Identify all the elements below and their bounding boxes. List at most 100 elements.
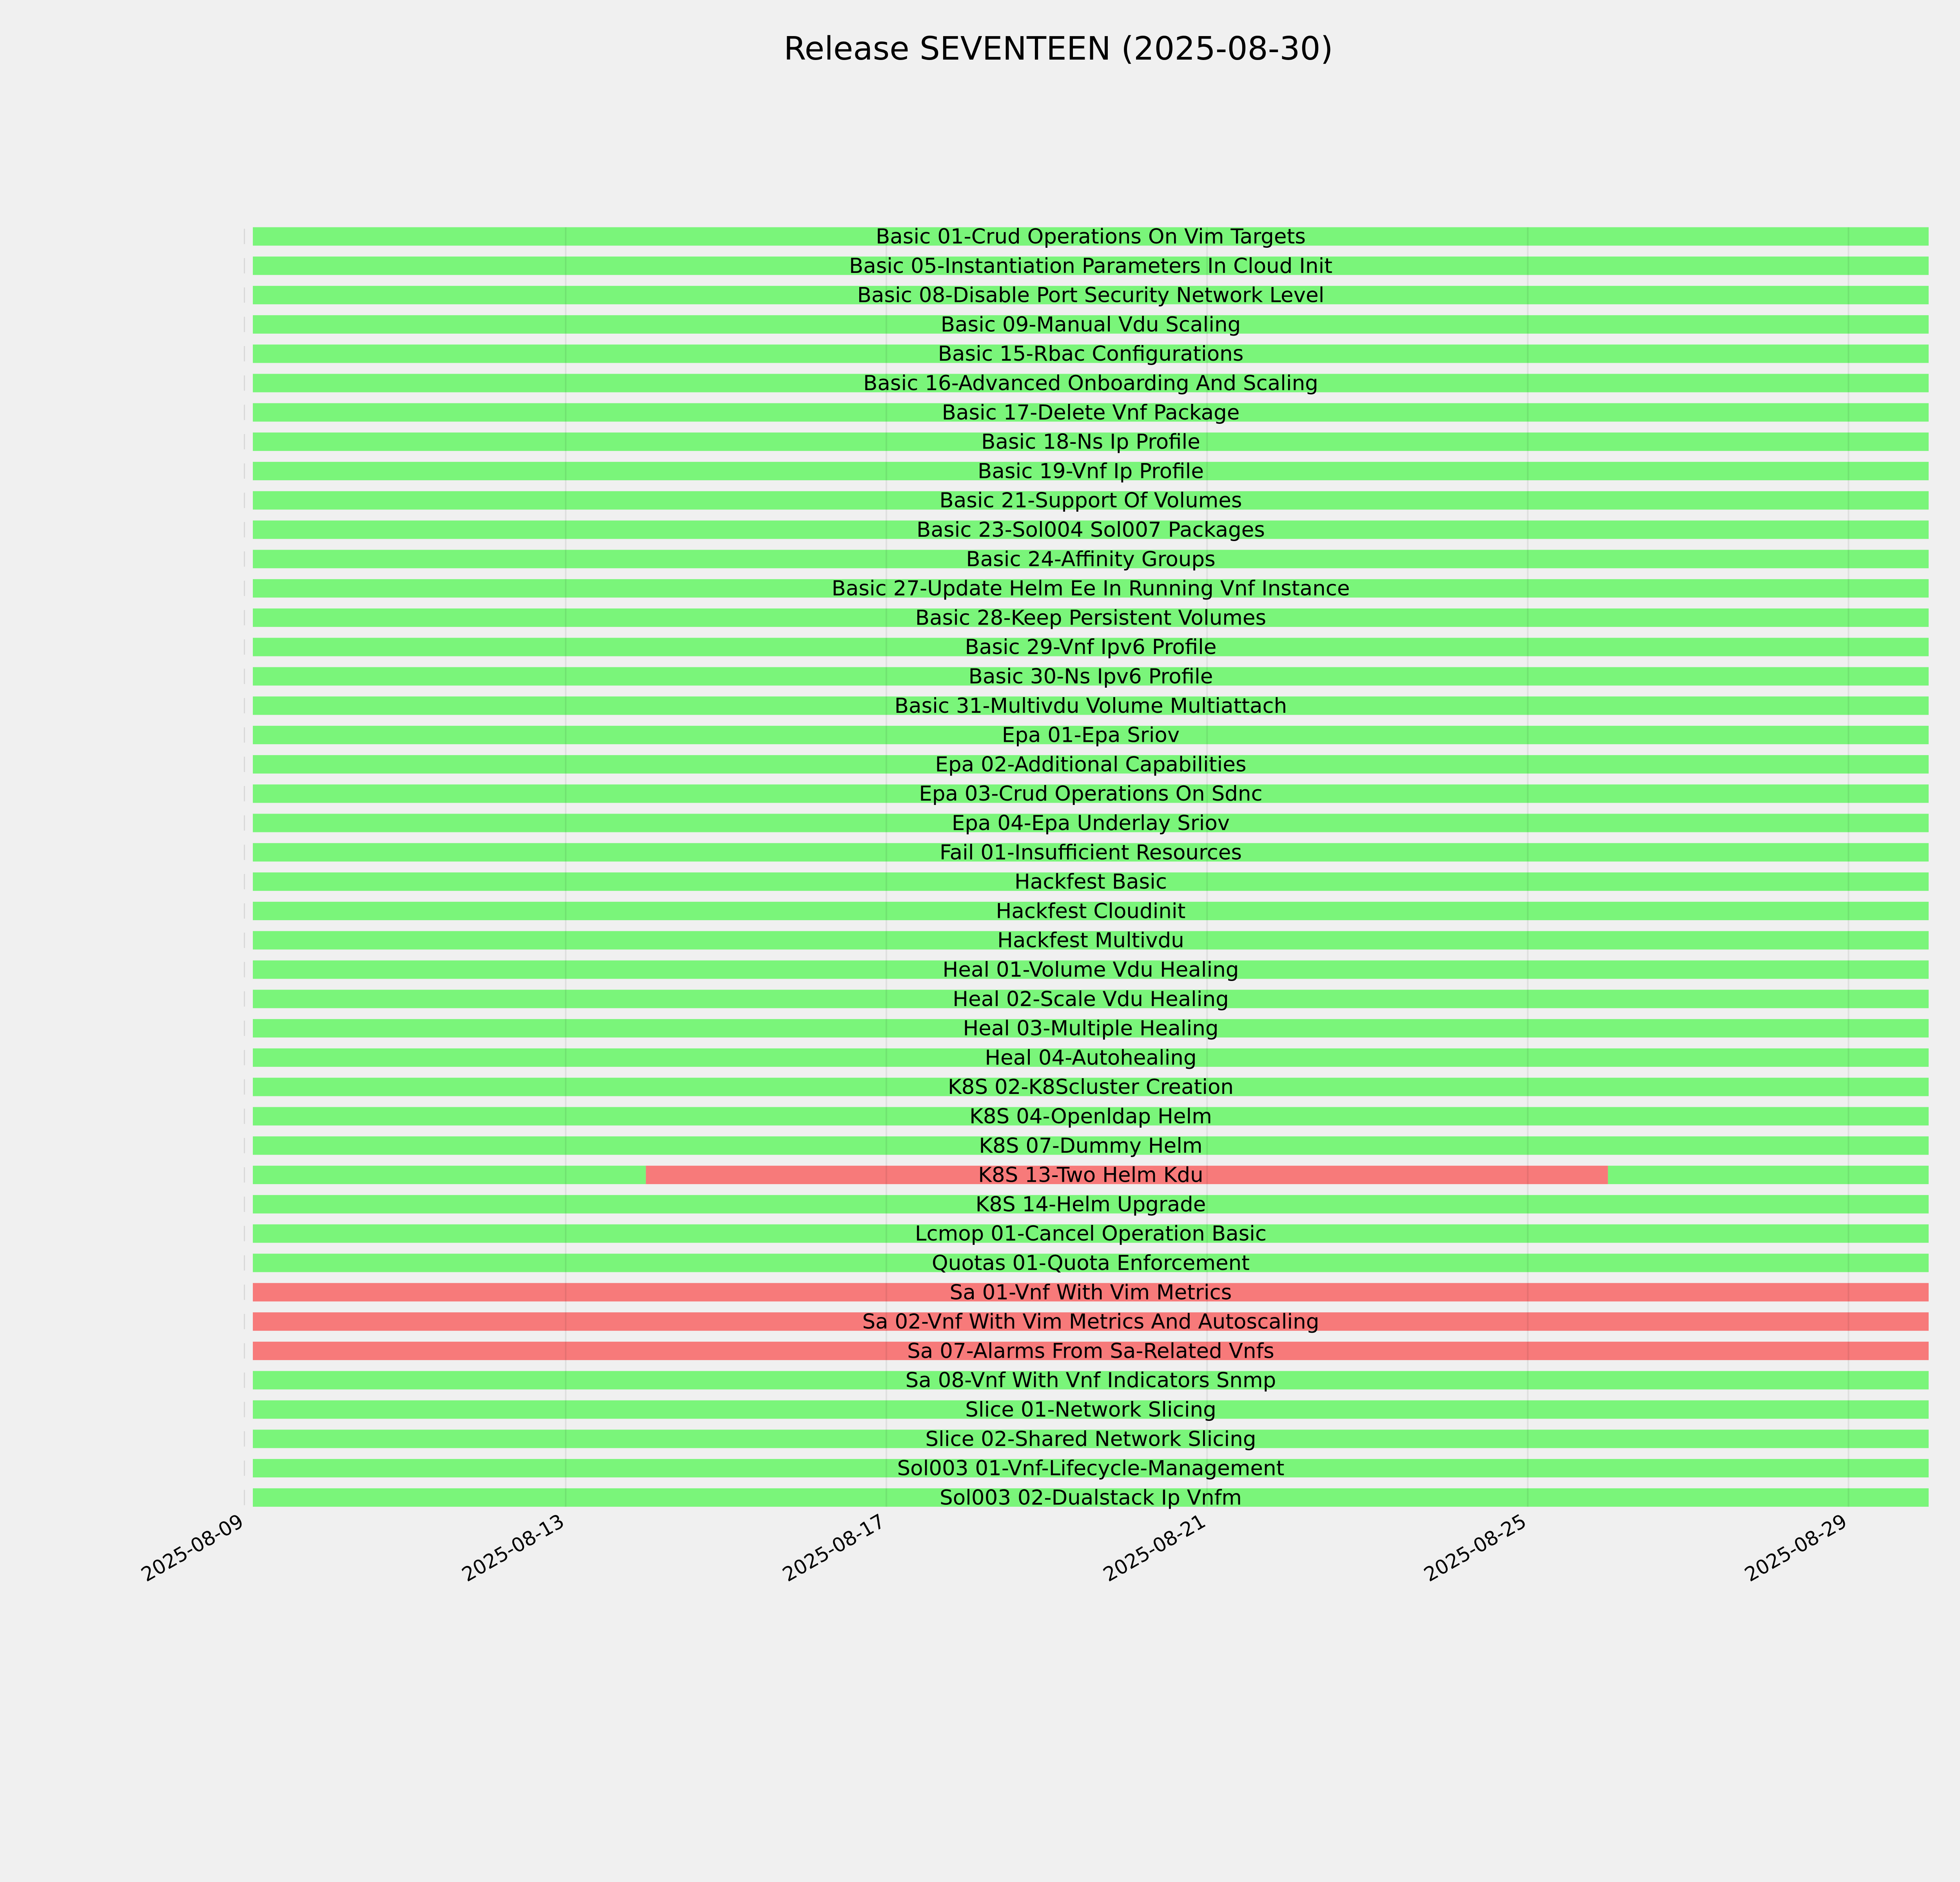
bar-label: Heal 04-Autohealing xyxy=(985,1046,1196,1070)
bar-label: K8S 04-Openldap Helm xyxy=(969,1104,1212,1128)
bar-label: Basic 18-Ns Ip Profile xyxy=(981,430,1200,454)
timeline-bar-pass xyxy=(253,1253,1929,1272)
timeline-bar-pass xyxy=(253,579,1929,598)
row-marker xyxy=(244,991,245,1007)
row-marker xyxy=(244,1343,245,1359)
row-marker xyxy=(244,1402,245,1417)
timeline-bar-pass xyxy=(253,374,1929,392)
x-tick-label: 2025-08-13 xyxy=(458,1510,568,1586)
bar-label: Epa 01-Epa Sriov xyxy=(1002,723,1180,747)
timeline-bar-pass xyxy=(253,901,1929,920)
bar-rows xyxy=(244,227,1929,1507)
bar-label: Basic 23-Sol004 Sol007 Packages xyxy=(916,518,1265,542)
bar-label: Sol003 02-Dualstack Ip Vnfm xyxy=(940,1486,1242,1510)
timeline-bar-pass xyxy=(253,872,1929,891)
bar-label: Basic 19-Vnf Ip Profile xyxy=(978,459,1204,483)
row-marker xyxy=(244,287,245,303)
bar-label: Fail 01-Insufficient Resources xyxy=(940,841,1242,865)
timeline-bar-fail xyxy=(646,1166,1608,1184)
timeline-bar-pass xyxy=(253,1019,1929,1038)
timeline-bar-pass xyxy=(253,1195,1929,1213)
row-marker xyxy=(244,1050,245,1065)
chart-title: Release SEVENTEEN (2025-08-30) xyxy=(784,30,1333,67)
x-tick-label: 2025-08-25 xyxy=(1420,1510,1530,1586)
row-marker xyxy=(244,581,245,596)
bar-label: K8S 14-Helm Upgrade xyxy=(976,1192,1206,1216)
bar-label: Sa 07-Alarms From Sa-Related Vnfs xyxy=(907,1339,1274,1363)
timeline-bar-pass xyxy=(253,1166,646,1184)
timeline-bar-pass xyxy=(253,960,1929,979)
timeline-bar-pass xyxy=(253,432,1929,451)
timeline-bar-fail xyxy=(253,1341,1929,1360)
bar-label: Sa 08-Vnf With Vnf Indicators Snmp xyxy=(906,1368,1276,1392)
timeline-bar-pass xyxy=(253,344,1929,363)
timeline-bar-pass xyxy=(253,227,1929,246)
row-marker xyxy=(244,1284,245,1300)
row-marker xyxy=(244,551,245,567)
bar-label: Basic 28-Keep Persistent Volumes xyxy=(915,606,1266,630)
timeline-bar-pass xyxy=(253,491,1929,510)
timeline-bar-pass xyxy=(253,814,1929,832)
bar-label: Basic 08-Disable Port Security Network L… xyxy=(857,283,1325,307)
row-marker xyxy=(244,258,245,274)
timeline-bar-pass xyxy=(253,461,1929,480)
bar-label: Hackfest Cloudinit xyxy=(996,899,1186,923)
timeline-bar-pass xyxy=(253,843,1929,862)
bar-label: Basic 05-Instantiation Parameters In Clo… xyxy=(849,254,1332,278)
timeline-bar-pass xyxy=(253,1048,1929,1067)
bar-label: Epa 03-Crud Operations On Sdnc xyxy=(919,782,1262,806)
row-marker xyxy=(244,522,245,538)
timeline-bar-pass xyxy=(253,1459,1929,1478)
row-marker xyxy=(244,698,245,714)
timeline-bar-pass xyxy=(253,550,1929,569)
bar-label: Heal 03-Multiple Healing xyxy=(963,1017,1218,1041)
row-marker xyxy=(244,639,245,655)
timeline-bar-pass xyxy=(253,990,1929,1008)
row-marker xyxy=(244,1021,245,1036)
bar-label: Sa 01-Vnf With Vim Metrics xyxy=(950,1281,1232,1304)
timeline-bar-pass xyxy=(253,696,1929,715)
timeline-bar-pass xyxy=(253,726,1929,745)
x-axis-ticks: 2025-08-09 2025-08-13 2025-08-17 2025-08-21… xyxy=(137,1510,1851,1586)
bar-label: Epa 04-Epa Underlay Sriov xyxy=(952,811,1230,835)
timeline-bar-pass xyxy=(253,1077,1929,1096)
bar-label: K8S 07-Dummy Helm xyxy=(979,1134,1202,1158)
row-marker xyxy=(244,756,245,772)
grid-overlay xyxy=(565,227,1849,1507)
timeline-bar-pass xyxy=(253,667,1929,686)
row-marker xyxy=(244,375,245,391)
row-marker xyxy=(244,845,245,860)
row-marker xyxy=(244,1372,245,1388)
bar-label: Slice 01-Network Slicing xyxy=(965,1398,1216,1422)
timeline-bar-pass xyxy=(253,608,1929,627)
timeline-bar-pass xyxy=(253,784,1929,803)
bar-label: Sol003 01-Vnf-Lifecycle-Management xyxy=(897,1457,1285,1481)
bar-label: Slice 02-Shared Network Slicing xyxy=(925,1427,1256,1451)
timeline-bar-pass xyxy=(253,520,1929,539)
bar-label: Basic 29-Vnf Ipv6 Profile xyxy=(965,635,1217,659)
timeline-bar-pass xyxy=(253,931,1929,950)
x-tick-label: 2025-08-21 xyxy=(1100,1510,1210,1586)
row-marker xyxy=(244,1167,245,1183)
timeline-bar-pass xyxy=(253,1224,1929,1243)
row-marker xyxy=(244,1461,245,1476)
timeline-bar-pass xyxy=(253,1107,1929,1126)
row-marker xyxy=(244,1314,245,1330)
timeline-bar-pass xyxy=(253,755,1929,774)
bar-label: Basic 15-Rbac Configurations xyxy=(938,342,1244,366)
bar-label: Basic 16-Advanced Onboarding And Scaling xyxy=(863,371,1318,395)
bar-label: Quotas 01-Quota Enforcement xyxy=(932,1251,1250,1275)
row-marker xyxy=(244,727,245,743)
bar-labels: Basic 01-Crud Operations On Vim Targets B… xyxy=(832,225,1350,1510)
bar-label: Basic 17-Delete Vnf Package xyxy=(942,401,1240,425)
bar-label: Basic 27-Update Helm Ee In Running Vnf I… xyxy=(832,577,1350,601)
row-marker xyxy=(244,434,245,450)
bar-label: K8S 02-K8Scluster Creation xyxy=(948,1075,1234,1099)
row-marker xyxy=(244,492,245,508)
timeline-bar-pass xyxy=(253,256,1929,275)
row-marker xyxy=(244,346,245,362)
row-marker xyxy=(244,316,245,332)
bar-label: Heal 02-Scale Vdu Healing xyxy=(953,987,1229,1011)
timeline-bar-pass xyxy=(253,286,1929,305)
